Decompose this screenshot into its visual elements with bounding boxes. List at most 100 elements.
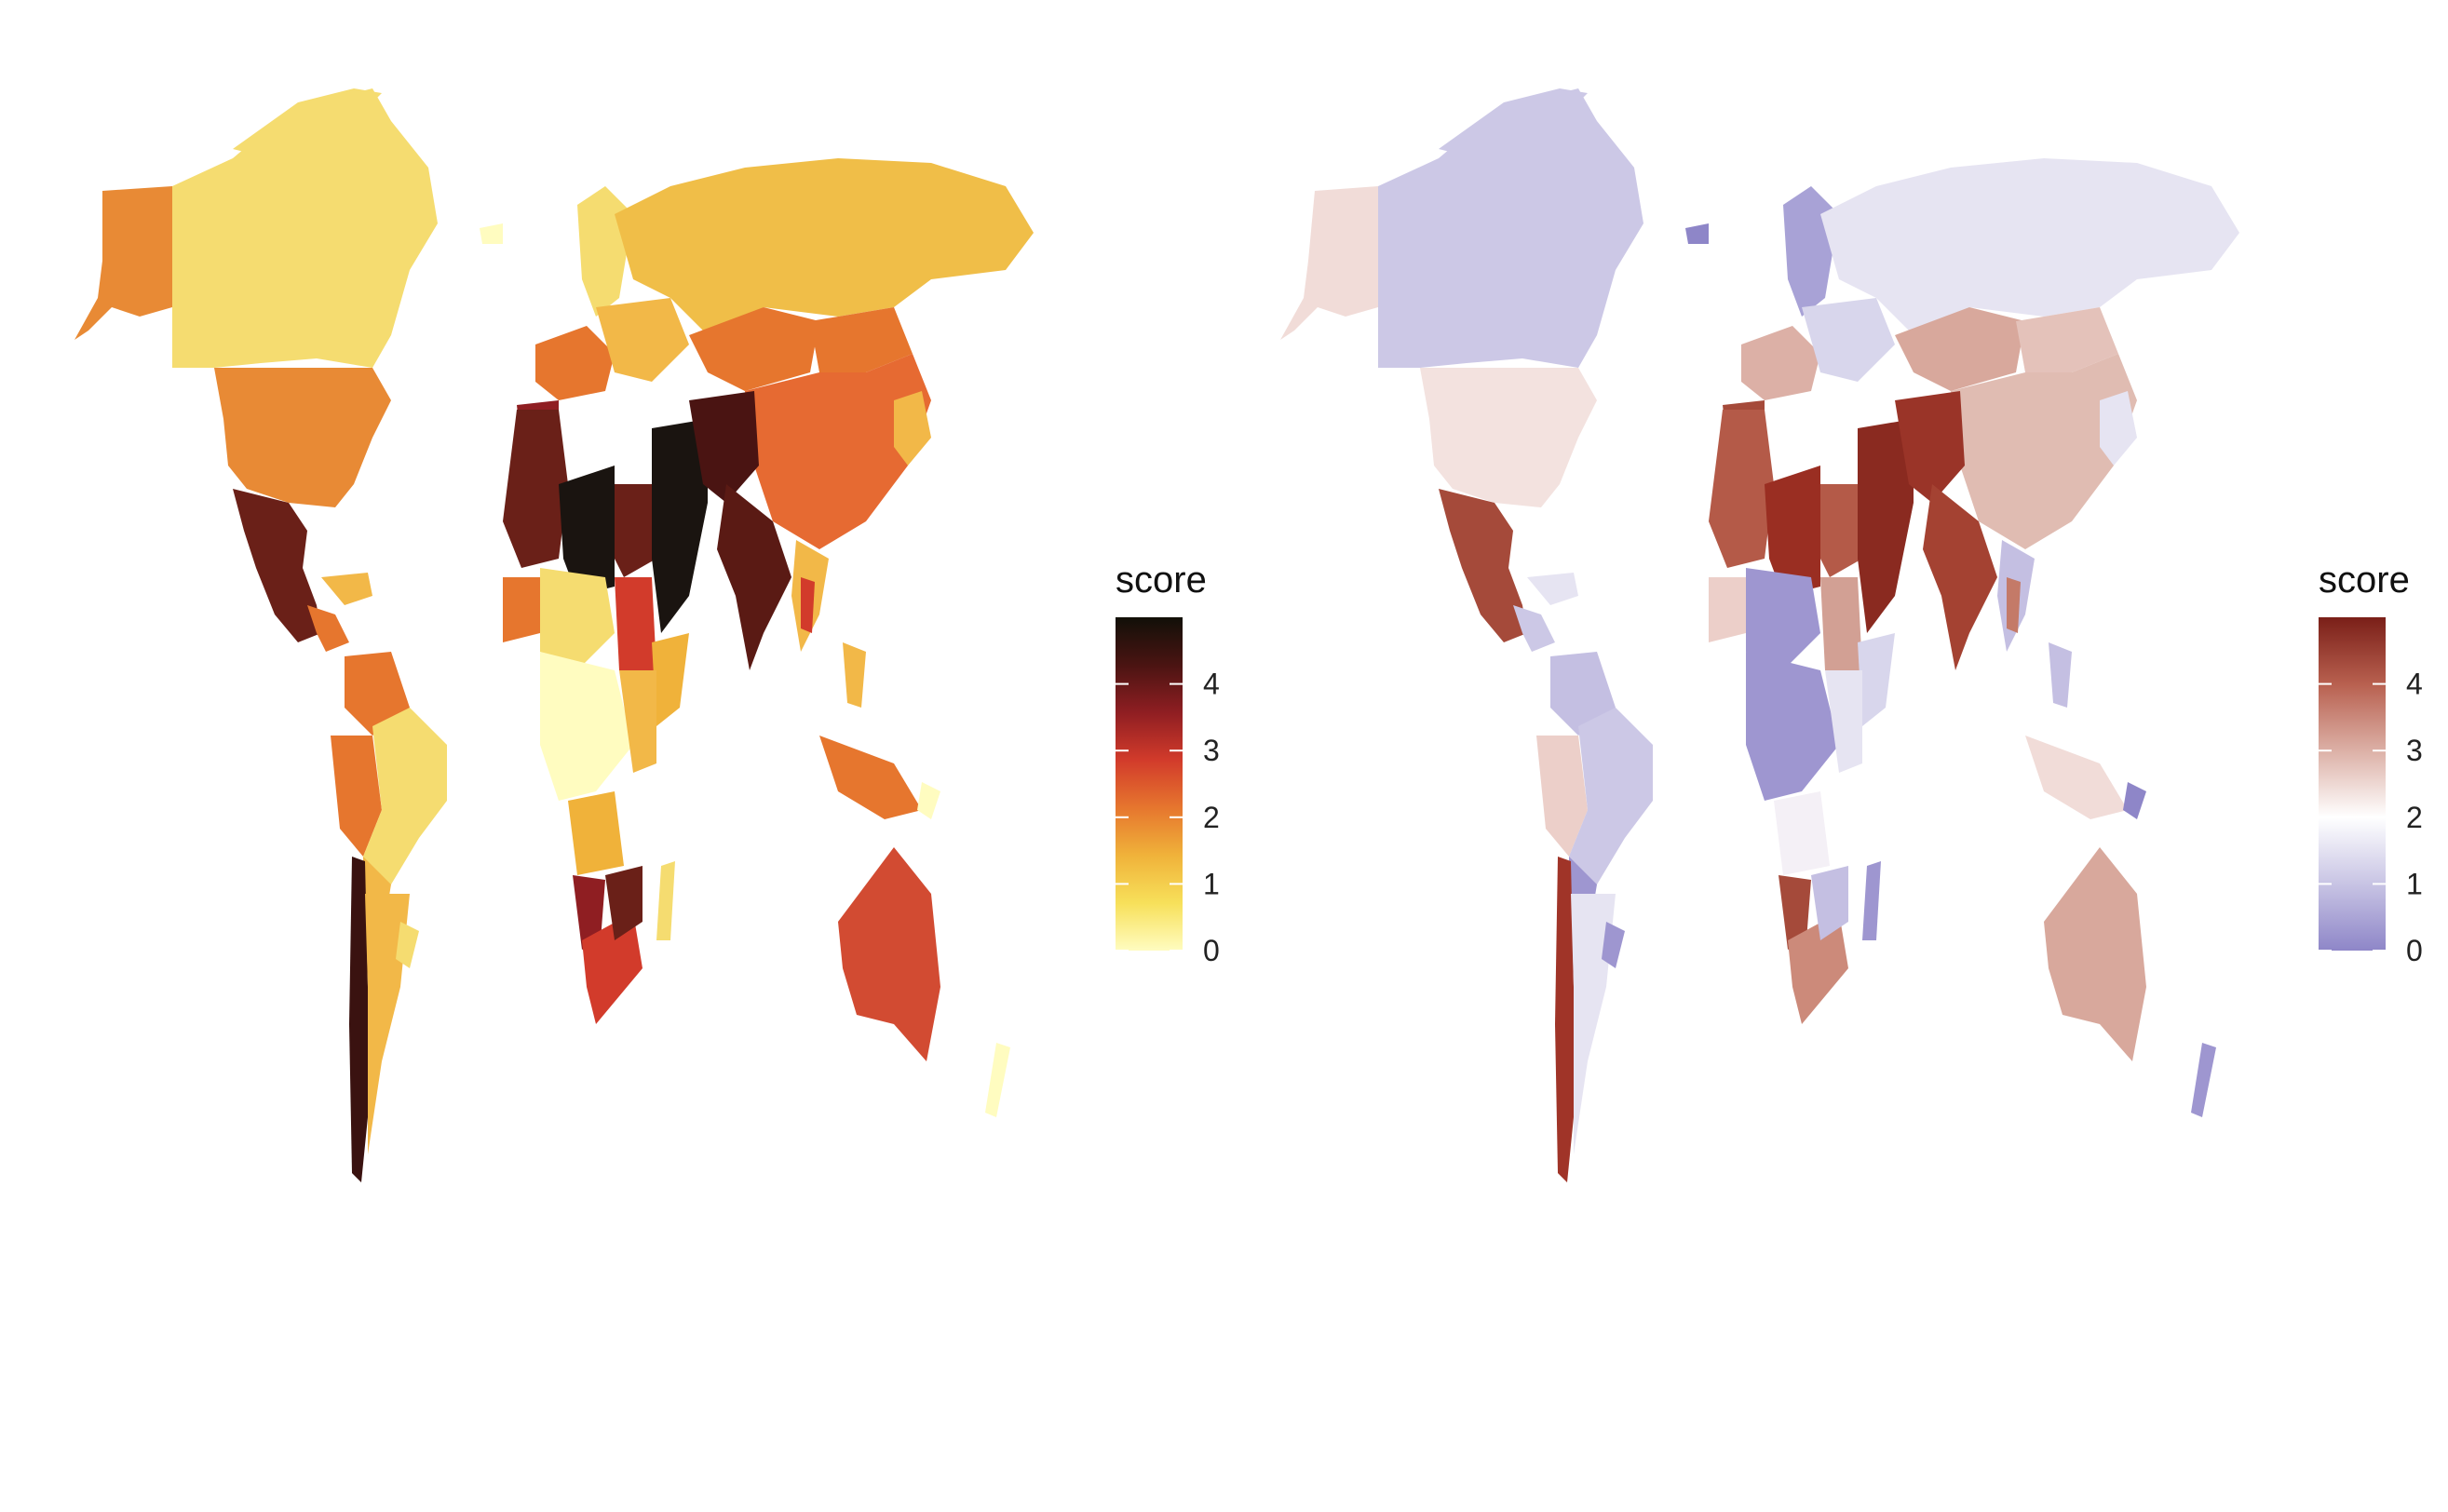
legend-tick-label: 0 <box>1203 934 1220 967</box>
region-chile <box>1555 857 1574 1182</box>
region-south-africa <box>1788 912 1848 1024</box>
region-russia <box>615 158 1034 335</box>
region-northern-south-america <box>345 652 410 736</box>
region-mozambique <box>1811 866 1848 940</box>
region-china <box>745 354 931 549</box>
region-madagascar <box>1862 861 1881 940</box>
region-sahel <box>1746 568 1820 670</box>
region-usa <box>214 368 391 507</box>
region-sudan <box>1820 577 1862 670</box>
region-australia <box>2044 847 2146 1061</box>
region-north-africa-central <box>559 466 615 596</box>
region-caribbean <box>321 573 372 605</box>
region-usa <box>1420 368 1597 507</box>
region-central-america <box>307 605 349 652</box>
region-iran <box>689 391 759 503</box>
legend-title: score <box>2319 560 2410 601</box>
legend-right: score 0 1 2 3 4 <box>2319 560 2423 967</box>
region-east-africa <box>619 670 656 773</box>
legend-tick-label: 1 <box>2406 867 2423 900</box>
region-sudan <box>615 577 656 670</box>
region-iran <box>1895 391 1965 503</box>
region-horn-of-africa <box>652 633 689 726</box>
region-central-asia <box>689 307 819 391</box>
region-india <box>1923 484 1997 670</box>
legend-tick-label: 0 <box>2406 934 2423 967</box>
legend-tick-label: 1 <box>1203 867 1220 900</box>
legend-tick-label: 3 <box>1203 734 1220 767</box>
region-new-zealand <box>2191 1043 2216 1117</box>
left-world-map <box>74 88 1034 1182</box>
region-alaska <box>1280 186 1378 340</box>
region-western-europe <box>1741 326 1820 400</box>
region-west-africa <box>503 577 540 642</box>
legend-ticks: 0 1 2 3 4 <box>1116 668 1220 967</box>
region-australia <box>838 847 940 1061</box>
legend-colorbar <box>1116 617 1183 951</box>
region-angola <box>1774 791 1830 875</box>
region-new-zealand <box>985 1043 1010 1117</box>
region-mexico <box>1439 489 1527 642</box>
legend-title: score <box>1116 560 1207 601</box>
region-alaska <box>74 186 172 340</box>
legend-tick-label: 3 <box>2406 734 2423 767</box>
legend-ticks: 0 1 2 3 4 <box>2319 668 2423 967</box>
region-uruguay <box>1602 922 1625 968</box>
region-indonesia <box>819 736 922 819</box>
region-madagascar <box>656 861 675 940</box>
region-russia <box>1820 158 2239 335</box>
region-papua <box>917 782 940 819</box>
region-brazil <box>1569 708 1653 908</box>
region-iceland <box>1685 223 1709 244</box>
region-north-africa-west <box>1709 410 1774 568</box>
region-eastern-europe <box>1802 298 1895 382</box>
region-papua <box>2123 782 2146 819</box>
region-brazil <box>363 708 447 908</box>
region-india <box>717 484 791 670</box>
legend-tick-label: 2 <box>2406 801 2423 834</box>
region-mexico <box>233 489 321 642</box>
region-iceland <box>480 223 503 244</box>
region-philippines <box>2049 642 2072 708</box>
region-canada-arctic <box>1439 88 1588 158</box>
region-northern-south-america <box>1550 652 1616 736</box>
region-china <box>1951 354 2137 549</box>
region-namibia <box>1779 875 1811 950</box>
region-thailand <box>801 577 815 633</box>
legend-tick-label: 4 <box>1203 668 1220 701</box>
region-western-europe <box>535 326 615 400</box>
region-south-africa <box>582 912 642 1024</box>
region-egypt <box>615 484 656 577</box>
region-angola <box>568 791 624 875</box>
region-canada <box>172 88 438 368</box>
region-philippines <box>843 642 866 708</box>
region-mozambique <box>605 866 642 940</box>
region-japan <box>894 391 931 466</box>
region-east-africa <box>1825 670 1862 773</box>
region-middle-east <box>652 419 708 633</box>
region-uruguay <box>396 922 419 968</box>
region-central-america <box>1513 605 1555 652</box>
region-sahel <box>540 568 615 670</box>
region-namibia <box>573 875 605 950</box>
region-indonesia <box>2025 736 2128 819</box>
region-caribbean <box>1527 573 1578 605</box>
legend-left: score 0 1 2 3 4 <box>1116 560 1220 967</box>
region-scandinavia <box>577 186 633 317</box>
region-thailand <box>2007 577 2021 633</box>
region-mongolia <box>810 307 913 372</box>
region-mongolia <box>2016 307 2118 372</box>
region-peru <box>331 736 382 857</box>
region-scandinavia <box>1783 186 1839 317</box>
region-canada <box>1378 88 1643 368</box>
region-chile <box>349 857 368 1182</box>
region-west-africa <box>1709 577 1746 642</box>
region-japan <box>2100 391 2137 466</box>
region-central-africa <box>1746 652 1839 801</box>
region-middle-east <box>1858 419 1914 633</box>
region-peru <box>1536 736 1588 857</box>
region-horn-of-africa <box>1858 633 1895 726</box>
region-egypt <box>1820 484 1862 577</box>
region-central-asia <box>1895 307 2025 391</box>
